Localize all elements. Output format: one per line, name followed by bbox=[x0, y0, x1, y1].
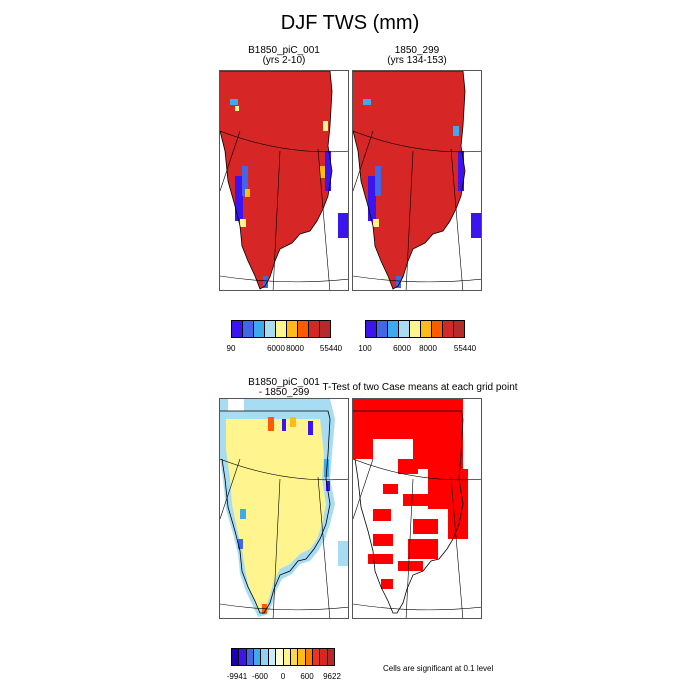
cb1-swatch-7 bbox=[309, 321, 320, 337]
panel-3-title: B1850_piC_001 - 1850_299 bbox=[219, 378, 349, 398]
cb3-swatch-4 bbox=[261, 649, 269, 665]
cb3-swatch-2 bbox=[246, 649, 255, 665]
cb3-swatch-9 bbox=[298, 649, 306, 665]
graticule bbox=[353, 458, 481, 618]
map-panel-1 bbox=[219, 70, 349, 291]
coastline bbox=[220, 410, 331, 614]
colorbar-2 bbox=[365, 320, 465, 338]
significance-note: Cells are significant at 0.1 level bbox=[383, 664, 494, 673]
colorbar-3-label-3: 600 bbox=[300, 672, 314, 681]
figure-title: DJF TWS (mm) bbox=[280, 12, 420, 34]
cb1-swatch-1 bbox=[243, 321, 254, 337]
cb3-swatch-1 bbox=[239, 649, 247, 665]
graticule bbox=[220, 130, 348, 290]
cb3-swatch-12 bbox=[320, 649, 328, 665]
cb3-swatch-10 bbox=[305, 649, 313, 665]
cb3-swatch-5 bbox=[268, 649, 277, 665]
panel-4-title: T-Test of two Case means at each grid po… bbox=[322, 382, 518, 393]
colorbar-1 bbox=[231, 320, 331, 338]
cb3-swatch-8 bbox=[290, 649, 299, 665]
colorbar-1-label-1: 6000 bbox=[267, 344, 285, 353]
panel-3-title-line2: - 1850_299 bbox=[258, 387, 310, 398]
graticule bbox=[353, 130, 481, 290]
cb2-swatch-1 bbox=[377, 321, 388, 337]
cb1-swatch-0 bbox=[232, 321, 243, 337]
graticule bbox=[220, 458, 348, 618]
colorbar-3 bbox=[231, 648, 335, 666]
map-panel-2 bbox=[352, 70, 482, 291]
cb3-swatch-13 bbox=[327, 649, 335, 665]
colorbar-3-label-2: 0 bbox=[280, 672, 286, 681]
cb3-swatch-6 bbox=[276, 649, 284, 665]
cb2-swatch-5 bbox=[421, 321, 432, 337]
map-land-red bbox=[220, 71, 332, 289]
cb2-swatch-4 bbox=[410, 321, 421, 337]
cb2-swatch-6 bbox=[432, 321, 443, 337]
cb2-swatch-8 bbox=[454, 321, 464, 337]
cb1-swatch-8 bbox=[320, 321, 330, 337]
panel-2-title-line1: 1850_299 bbox=[394, 45, 440, 56]
cb1-swatch-3 bbox=[265, 321, 276, 337]
coastline bbox=[353, 71, 466, 290]
colorbar-1-label-2: 8000 bbox=[286, 344, 304, 353]
coastline bbox=[353, 410, 464, 614]
coastline bbox=[220, 71, 333, 290]
cb2-swatch-3 bbox=[399, 321, 410, 337]
map-panel-3-svg bbox=[220, 399, 348, 618]
significant-cells bbox=[353, 399, 468, 589]
cb1-swatch-6 bbox=[298, 321, 309, 337]
map-panel-1-svg bbox=[220, 71, 348, 290]
map-land-diff bbox=[220, 399, 335, 617]
colorbar-2-label-0: 100 bbox=[358, 344, 372, 353]
colorbar-1-label-3: 55440 bbox=[319, 344, 343, 353]
cb2-swatch-2 bbox=[388, 321, 399, 337]
map-panel-4 bbox=[352, 398, 482, 619]
panel-2-title-line2: (yrs 134-153) bbox=[387, 55, 447, 66]
colorbar-2-label-3: 55440 bbox=[453, 344, 477, 353]
map-land-red bbox=[353, 71, 465, 289]
cb3-swatch-7 bbox=[283, 649, 291, 665]
panel-1-title: B1850_piC_001 (yrs 2-10) bbox=[219, 46, 349, 66]
colorbar-3-label-1: -600 bbox=[251, 672, 269, 681]
cb1-swatch-4 bbox=[276, 321, 287, 337]
panel-2-title: 1850_299 (yrs 134-153) bbox=[352, 46, 482, 66]
coast-cells bbox=[230, 99, 348, 288]
cb3-swatch-3 bbox=[254, 649, 262, 665]
cb3-swatch-0 bbox=[232, 649, 240, 665]
colorbar-1-label-0: 90 bbox=[226, 344, 236, 353]
map-panel-2-svg bbox=[353, 71, 481, 290]
cb1-swatch-2 bbox=[254, 321, 265, 337]
panel-3-title-line1: B1850_piC_001 bbox=[248, 377, 320, 388]
colorbar-3-label-4: 9622 bbox=[323, 672, 341, 681]
cb2-swatch-7 bbox=[443, 321, 454, 337]
panel-1-title-line1: B1850_piC_001 bbox=[248, 45, 320, 56]
panel-1-title-line2: (yrs 2-10) bbox=[262, 55, 306, 66]
colorbar-2-label-2: 8000 bbox=[419, 344, 437, 353]
cb1-swatch-5 bbox=[287, 321, 298, 337]
colorbar-2-label-1: 6000 bbox=[393, 344, 411, 353]
cb2-swatch-0 bbox=[366, 321, 377, 337]
map-panel-4-svg bbox=[353, 399, 481, 618]
map-panel-3 bbox=[219, 398, 349, 619]
coast-cells bbox=[363, 99, 481, 288]
colorbar-3-label-0: -9941 bbox=[226, 672, 248, 681]
cb3-swatch-11 bbox=[312, 649, 321, 665]
